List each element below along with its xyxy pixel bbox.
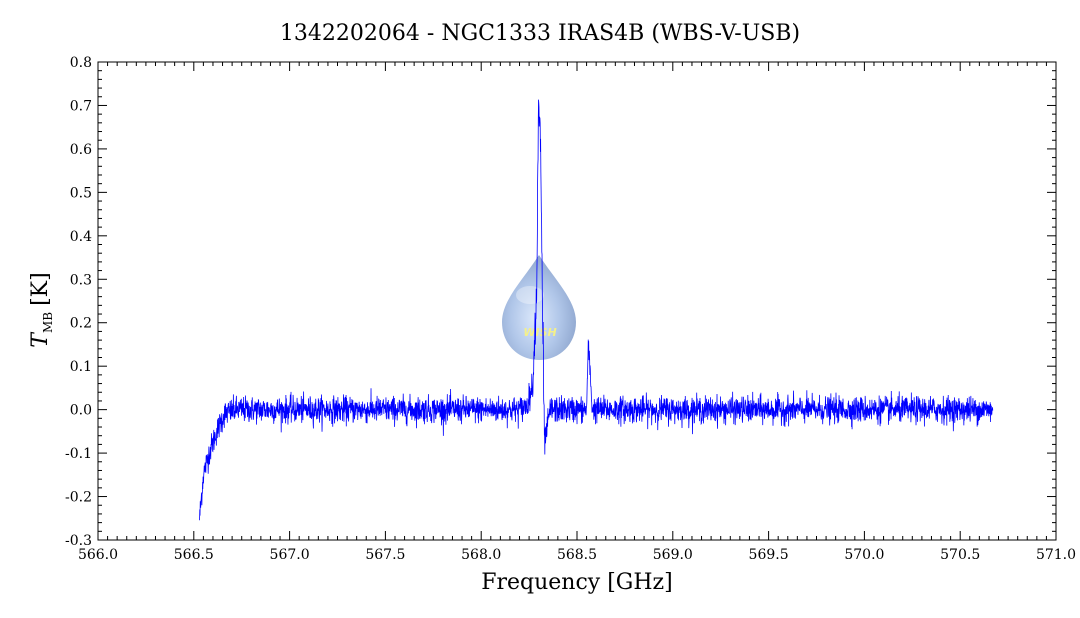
y-tick-label: -0.1 bbox=[65, 446, 92, 462]
drop-shape bbox=[502, 255, 576, 360]
y-tick-label: 0.7 bbox=[70, 98, 92, 114]
x-tick-label: 569.0 bbox=[653, 547, 693, 563]
y-tick-label: 0.2 bbox=[70, 316, 92, 332]
y-tick-label: 0.5 bbox=[70, 185, 92, 201]
y-tick-label: 0.0 bbox=[70, 403, 92, 419]
plot-frame bbox=[97, 61, 1057, 541]
svg-text:TMB[K]: TMB [K] bbox=[28, 272, 55, 347]
y-tick-label: -0.3 bbox=[65, 533, 92, 549]
y-tick-label: 0.1 bbox=[70, 359, 92, 375]
y-tick-label: 0.3 bbox=[70, 272, 92, 288]
y-tick-label: 0.4 bbox=[70, 229, 92, 245]
y-tick-label: 0.6 bbox=[70, 142, 92, 158]
x-tick-label: 566.5 bbox=[174, 547, 214, 563]
x-tick-label: 570.0 bbox=[844, 547, 884, 563]
y-axis-unit: [K] bbox=[28, 272, 53, 306]
y-axis-symbol: T bbox=[28, 331, 53, 348]
y-axis-label: TMB [K] bbox=[28, 272, 55, 347]
x-tick-label: 569.5 bbox=[749, 547, 789, 563]
y-tick-label: 0.8 bbox=[70, 55, 92, 71]
spectrum-line bbox=[199, 99, 994, 521]
wish-watermark: WISH bbox=[502, 255, 576, 360]
x-tick-label: 570.5 bbox=[940, 547, 980, 563]
y-axis-subscript: MB bbox=[41, 312, 55, 333]
x-tick-label: 567.0 bbox=[270, 547, 310, 563]
chart-title: 1342202064 - NGC1333 IRAS4B (WBS-V-USB) bbox=[280, 21, 800, 46]
y-tick-label: -0.2 bbox=[65, 490, 92, 506]
x-axis-label: Frequency [GHz] bbox=[481, 570, 673, 595]
x-tick-label: 567.5 bbox=[365, 547, 405, 563]
x-tick-label: 568.0 bbox=[461, 547, 501, 563]
drop-highlight bbox=[516, 286, 544, 304]
x-tick-label: 571.0 bbox=[1036, 547, 1076, 563]
x-tick-label: 566.0 bbox=[78, 547, 118, 563]
watermark-text: WISH bbox=[523, 326, 556, 339]
x-tick-label: 568.5 bbox=[557, 547, 597, 563]
